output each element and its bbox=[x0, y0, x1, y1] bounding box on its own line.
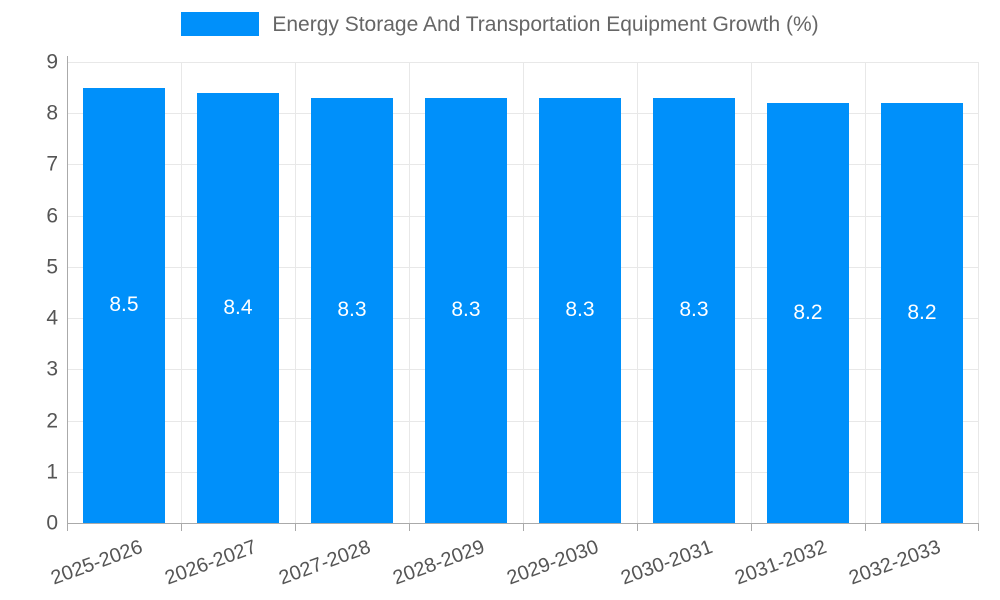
y-axis-tick-label: 6 bbox=[46, 204, 58, 228]
bar-value-label: 8.3 bbox=[337, 298, 367, 322]
x-axis-tick-mark bbox=[751, 523, 752, 531]
x-axis-tick-mark bbox=[978, 523, 979, 531]
x-axis-tick-label: 2032-2033 bbox=[845, 536, 944, 590]
bar[interactable]: 8.3 bbox=[539, 97, 621, 523]
bar-column[interactable]: 8.3 bbox=[311, 62, 393, 523]
y-axis-tick-label: 9 bbox=[46, 50, 58, 74]
x-axis-tick-mark bbox=[523, 523, 524, 531]
x-axis-tick-mark bbox=[67, 523, 68, 531]
bar[interactable]: 8.2 bbox=[881, 102, 963, 523]
x-axis-tick-mark bbox=[637, 523, 638, 531]
bar-value-label: 8.4 bbox=[223, 295, 253, 319]
bar-value-label: 8.3 bbox=[679, 298, 709, 322]
y-axis-tick-label: 0 bbox=[46, 511, 58, 535]
bar-column[interactable]: 8.3 bbox=[539, 62, 621, 523]
bar-value-label: 8.3 bbox=[451, 298, 481, 322]
bar-value-label: 8.5 bbox=[109, 293, 139, 317]
bar-value-label: 8.2 bbox=[793, 301, 823, 324]
x-axis-tick-label: 2030-2031 bbox=[617, 536, 716, 590]
x-axis-tick-label: 2027-2028 bbox=[275, 536, 374, 590]
legend-item-label: Energy Storage And Transportation Equipm… bbox=[272, 12, 819, 36]
x-axis-tick-mark bbox=[181, 523, 182, 531]
bar-series-energy-storage: 8.5 8.4 8.3 8.3 8.3 8.3 8.2 8.2 bbox=[67, 62, 979, 523]
x-axis-tick-label: 2029-2030 bbox=[503, 536, 602, 590]
y-axis-tick-label: 3 bbox=[46, 357, 58, 381]
bar-value-label: 8.3 bbox=[565, 298, 595, 322]
x-axis-tick-mark bbox=[409, 523, 410, 531]
legend-item-energy-storage[interactable]: Energy Storage And Transportation Equipm… bbox=[181, 12, 819, 36]
gridline-vertical bbox=[523, 62, 524, 523]
bar[interactable]: 8.3 bbox=[425, 97, 507, 523]
y-axis-tick-label: 7 bbox=[46, 152, 58, 176]
bar-column[interactable]: 8.3 bbox=[425, 62, 507, 523]
bar[interactable]: 8.3 bbox=[653, 97, 735, 523]
bar-column[interactable]: 8.5 bbox=[83, 62, 165, 523]
y-axis-tick-label: 1 bbox=[46, 460, 58, 484]
x-axis-tick-label: 2026-2027 bbox=[161, 536, 260, 590]
y-axis-tick-label: 2 bbox=[46, 409, 58, 433]
chart-legend: Energy Storage And Transportation Equipm… bbox=[0, 12, 1000, 36]
plot-area bbox=[67, 62, 979, 524]
bar-column[interactable]: 8.2 bbox=[881, 62, 963, 523]
y-axis-labels: 0 1 2 3 4 5 6 7 8 9 bbox=[0, 52, 58, 534]
gridline-vertical bbox=[978, 62, 979, 523]
gridline-vertical bbox=[181, 62, 182, 523]
y-axis-line bbox=[67, 56, 68, 529]
gridline-vertical bbox=[295, 62, 296, 523]
bar[interactable]: 8.3 bbox=[311, 97, 393, 523]
x-axis-tick-label: 2031-2032 bbox=[731, 536, 830, 590]
gridline-vertical bbox=[751, 62, 752, 523]
bar[interactable]: 8.2 bbox=[767, 102, 849, 523]
gridline-vertical bbox=[637, 62, 638, 523]
legend-swatch-icon bbox=[181, 12, 260, 36]
x-axis-tick-label: 2028-2029 bbox=[389, 536, 488, 590]
bar-column[interactable]: 8.2 bbox=[767, 62, 849, 523]
bar-column[interactable]: 8.3 bbox=[653, 62, 735, 523]
gridline-vertical bbox=[865, 62, 866, 523]
x-axis-tick-label: 2025-2026 bbox=[47, 536, 146, 590]
bar-value-label: 8.2 bbox=[907, 301, 937, 324]
x-axis-tick-mark bbox=[295, 523, 296, 531]
y-axis-tick-label: 8 bbox=[46, 101, 58, 125]
bar[interactable]: 8.4 bbox=[197, 92, 279, 523]
bar[interactable]: 8.5 bbox=[83, 87, 165, 523]
y-axis-tick-label: 5 bbox=[46, 255, 58, 279]
bar-column[interactable]: 8.4 bbox=[197, 62, 279, 523]
gridline-vertical bbox=[409, 62, 410, 523]
x-axis-tick-mark bbox=[865, 523, 866, 531]
y-axis-tick-label: 4 bbox=[46, 306, 58, 330]
